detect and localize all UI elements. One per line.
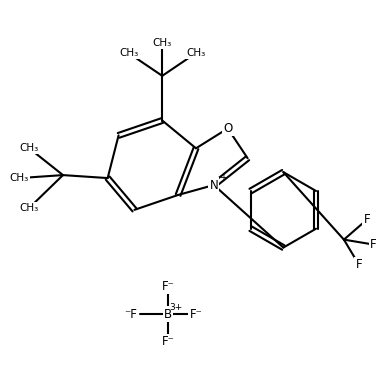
Text: ⁻F: ⁻F xyxy=(125,308,138,320)
Text: F⁻: F⁻ xyxy=(162,336,175,348)
Text: N: N xyxy=(209,179,218,192)
Text: O: O xyxy=(223,122,232,135)
Text: F: F xyxy=(363,213,370,226)
Text: F⁻: F⁻ xyxy=(190,308,202,320)
Text: CH₃: CH₃ xyxy=(119,48,138,58)
Text: F: F xyxy=(356,258,362,271)
Text: B: B xyxy=(164,308,172,320)
Text: +: + xyxy=(219,173,227,183)
Text: CH₃: CH₃ xyxy=(186,48,206,58)
Text: CH₃: CH₃ xyxy=(10,173,29,183)
Text: CH₃: CH₃ xyxy=(20,203,39,213)
Text: F⁻: F⁻ xyxy=(162,280,175,293)
Text: 3+: 3+ xyxy=(169,303,183,312)
Text: CH₃: CH₃ xyxy=(20,143,39,153)
Text: CH₃: CH₃ xyxy=(152,38,172,48)
Text: F: F xyxy=(370,238,377,251)
